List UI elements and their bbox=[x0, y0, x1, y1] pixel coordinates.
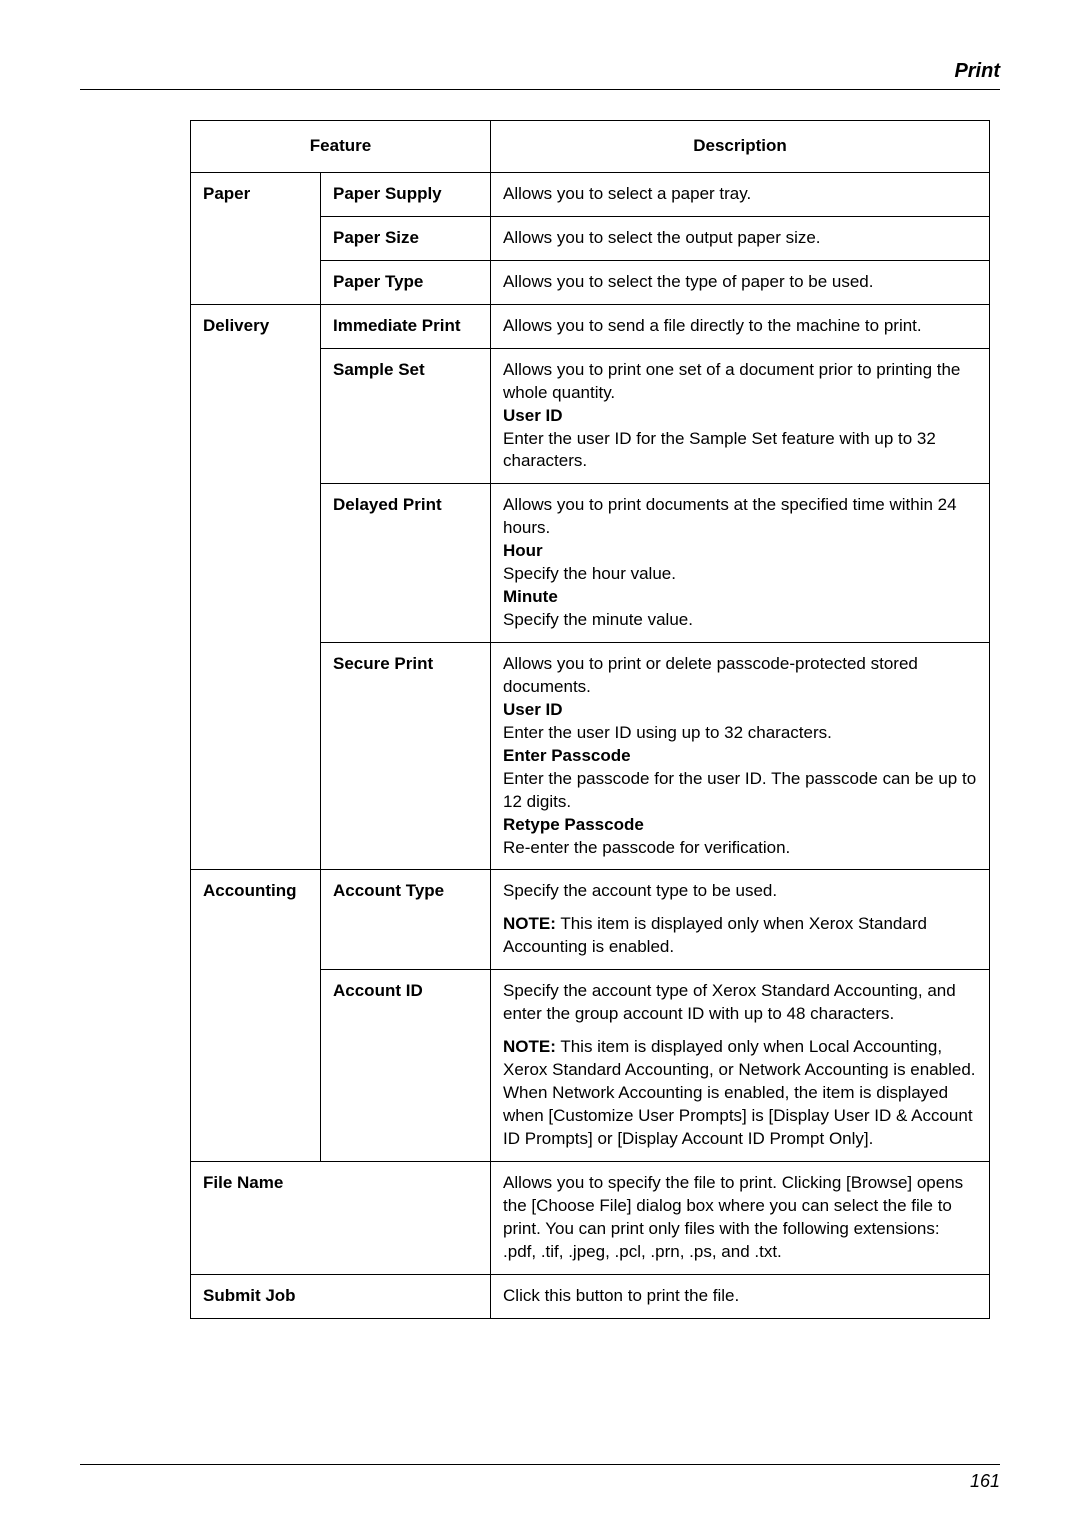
description-cell: Click this button to print the file. bbox=[491, 1274, 990, 1318]
page-footer: 161 bbox=[80, 1464, 1000, 1492]
table-row: Submit JobClick this button to print the… bbox=[191, 1274, 990, 1318]
th-description: Description bbox=[491, 121, 990, 173]
header-title: Print bbox=[80, 60, 1000, 83]
subfeature-cell: Delayed Print bbox=[321, 484, 491, 643]
description-line: Hour bbox=[503, 540, 977, 563]
th-feature: Feature bbox=[191, 121, 491, 173]
subfeature-cell: Account Type bbox=[321, 870, 491, 970]
note-prefix: NOTE: bbox=[503, 914, 556, 933]
description-line: Allows you to print one set of a documen… bbox=[503, 359, 977, 405]
description-line: NOTE: This item is displayed only when X… bbox=[503, 913, 977, 959]
description-cell: Specify the account type of Xerox Standa… bbox=[491, 970, 990, 1162]
description-cell: Allows you to print or delete passcode-p… bbox=[491, 643, 990, 870]
description-cell: Allows you to send a file directly to th… bbox=[491, 304, 990, 348]
description-cell: Specify the account type to be used. NOTE… bbox=[491, 870, 990, 970]
description-cell: Allows you to select the type of paper t… bbox=[491, 260, 990, 304]
description-line: Specify the account type of Xerox Standa… bbox=[503, 980, 977, 1026]
feature-table-wrap: Feature Description PaperPaper SupplyAll… bbox=[190, 120, 990, 1319]
page-header: Print bbox=[80, 60, 1000, 90]
feature-table: Feature Description PaperPaper SupplyAll… bbox=[190, 120, 990, 1319]
subfeature-cell: Paper Size bbox=[321, 216, 491, 260]
category-cell: Accounting bbox=[191, 870, 321, 1161]
table-row: File NameAllows you to specify the file … bbox=[191, 1161, 990, 1274]
description-line: Specify the account type to be used. bbox=[503, 880, 977, 903]
subfeature-cell: Immediate Print bbox=[321, 304, 491, 348]
table-row: AccountingAccount TypeSpecify the accoun… bbox=[191, 870, 990, 970]
description-line: Specify the minute value. bbox=[503, 609, 977, 632]
description-line: Specify the hour value. bbox=[503, 563, 977, 586]
description-cell: Allows you to print documents at the spe… bbox=[491, 484, 990, 643]
description-cell: Allows you to print one set of a documen… bbox=[491, 348, 990, 484]
description-line: NOTE: This item is displayed only when L… bbox=[503, 1036, 977, 1151]
description-line: Allows you to print documents at the spe… bbox=[503, 494, 977, 540]
category-cell: File Name bbox=[191, 1161, 491, 1274]
note-prefix: NOTE: bbox=[503, 1037, 556, 1056]
description-cell: Allows you to specify the file to print.… bbox=[491, 1161, 990, 1274]
table-row: PaperPaper SupplyAllows you to select a … bbox=[191, 172, 990, 216]
description-line: Enter Passcode bbox=[503, 745, 977, 768]
description-line: Re-enter the passcode for verification. bbox=[503, 837, 977, 860]
table-body: PaperPaper SupplyAllows you to select a … bbox=[191, 172, 990, 1318]
category-cell: Delivery bbox=[191, 304, 321, 870]
description-cell: Allows you to select the output paper si… bbox=[491, 216, 990, 260]
subfeature-cell: Sample Set bbox=[321, 348, 491, 484]
category-cell: Paper bbox=[191, 172, 321, 304]
table-row: DeliveryImmediate PrintAllows you to sen… bbox=[191, 304, 990, 348]
subfeature-cell: Paper Supply bbox=[321, 172, 491, 216]
description-line: Minute bbox=[503, 586, 977, 609]
description-line: Enter the passcode for the user ID. The … bbox=[503, 768, 977, 814]
description-line: Allows you to print or delete passcode-p… bbox=[503, 653, 977, 699]
table-header-row: Feature Description bbox=[191, 121, 990, 173]
description-line: Enter the user ID for the Sample Set fea… bbox=[503, 428, 977, 474]
subfeature-cell: Account ID bbox=[321, 970, 491, 1162]
category-cell: Submit Job bbox=[191, 1274, 491, 1318]
subfeature-cell: Secure Print bbox=[321, 643, 491, 870]
description-line: Enter the user ID using up to 32 charact… bbox=[503, 722, 977, 745]
description-line: Retype Passcode bbox=[503, 814, 977, 837]
description-line: User ID bbox=[503, 405, 977, 428]
description-cell: Allows you to select a paper tray. bbox=[491, 172, 990, 216]
subfeature-cell: Paper Type bbox=[321, 260, 491, 304]
page-number: 161 bbox=[80, 1471, 1000, 1492]
description-line: User ID bbox=[503, 699, 977, 722]
